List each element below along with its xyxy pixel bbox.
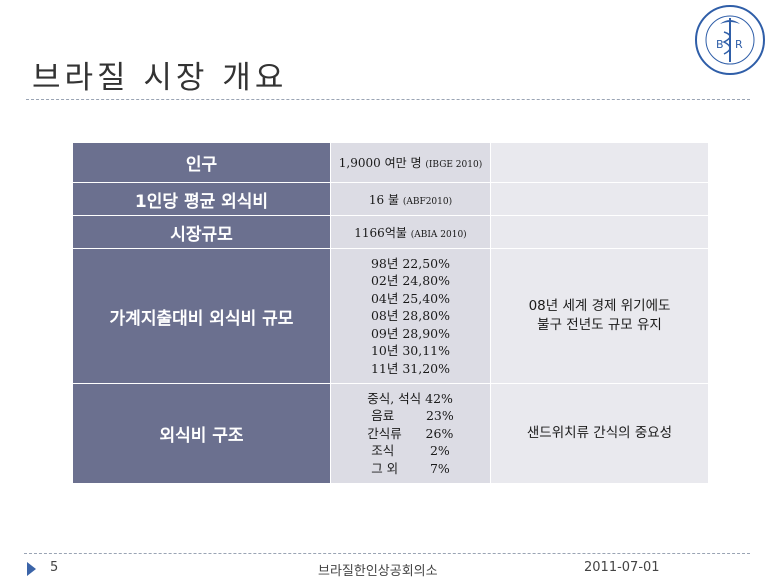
triangle-bullet-icon	[27, 562, 36, 576]
list-item: 11년 31,20%	[370, 360, 451, 376]
table-row: 시장규모 1166억불 (ABIA 2010)	[72, 215, 709, 249]
slide-title: 브라질 시장 개요	[32, 60, 288, 96]
row-note: 08년 세계 경제 위기에도 불구 전년도 규모 유지	[490, 248, 709, 384]
list-item: 10년 30,11%	[370, 343, 451, 359]
list-item: 간식류 26%	[367, 425, 454, 441]
row-label: 외식비 구조	[72, 383, 331, 484]
table-row: 인구 1,9000 여만 명 (IBGE 2010)	[72, 142, 709, 183]
value-list: 98년 22,50% 02년 24,80% 04년 25,40% 08년 28,…	[371, 255, 450, 378]
logo-letter-r: R	[735, 38, 743, 51]
list-item: 08년 28,80%	[370, 308, 451, 324]
list-item: 중식, 석식 42%	[367, 390, 453, 406]
row-label: 시장규모	[72, 215, 331, 249]
list-item: 98년 22,50%	[370, 255, 451, 271]
title-divider	[26, 99, 750, 100]
logo-letter-b: B	[716, 38, 724, 51]
row-note	[490, 182, 709, 216]
list-item: 02년 24,80%	[370, 273, 451, 289]
chamber-logo-icon: B R	[695, 5, 765, 75]
note-line: 08년 세계 경제 위기에도	[528, 298, 671, 314]
footer-organization: 브라질한인상공회의소	[318, 564, 438, 579]
value-source: (ABF2010)	[402, 196, 453, 207]
row-note: 샌드위치류 간식의 중요성	[490, 383, 709, 484]
value-source: (IBGE 2010)	[425, 160, 483, 170]
table-row: 가계지출대비 외식비 규모 98년 22,50% 02년 24,80% 04년 …	[72, 248, 709, 384]
value-main: 1,9000 여만 명	[338, 156, 422, 170]
row-value: 1166억불 (ABIA 2010)	[330, 215, 491, 249]
footer-date: 2011-07-01	[584, 560, 660, 575]
list-item: 조식 2%	[367, 443, 450, 459]
list-item: 그 외 7%	[367, 460, 450, 476]
market-overview-table: 인구 1,9000 여만 명 (IBGE 2010) 1인당 평균 외식비 16…	[72, 142, 709, 484]
value-main: 16 불	[368, 192, 399, 207]
row-label: 인구	[72, 142, 331, 183]
note-line: 샌드위치류 간식의 중요성	[526, 425, 673, 441]
value-list: 중식, 석식 42% 음료 23% 간식류 26% 조식 2% 그 외 7%	[367, 390, 454, 478]
row-value: 1,9000 여만 명 (IBGE 2010)	[330, 142, 491, 183]
row-label: 1인당 평균 외식비	[72, 182, 331, 216]
page-number: 5	[50, 560, 59, 575]
list-item: 음료 23%	[367, 408, 454, 424]
table-row: 외식비 구조 중식, 석식 42% 음료 23% 간식류 26% 조식 2% 그…	[72, 383, 709, 484]
row-value: 98년 22,50% 02년 24,80% 04년 25,40% 08년 28,…	[330, 248, 491, 384]
note-line: 불구 전년도 규모 유지	[537, 317, 662, 333]
list-item: 09년 28,90%	[370, 325, 451, 341]
row-note	[490, 142, 709, 183]
list-item: 04년 25,40%	[370, 290, 451, 306]
value-main: 1166억불	[354, 225, 407, 240]
row-value: 중식, 석식 42% 음료 23% 간식류 26% 조식 2% 그 외 7%	[330, 383, 491, 484]
value-source: (ABIA 2010)	[410, 229, 467, 240]
table-row: 1인당 평균 외식비 16 불 (ABF2010)	[72, 182, 709, 216]
row-note	[490, 215, 709, 249]
row-value: 16 불 (ABF2010)	[330, 182, 491, 216]
footer-divider	[24, 553, 750, 554]
row-label: 가계지출대비 외식비 규모	[72, 248, 331, 384]
